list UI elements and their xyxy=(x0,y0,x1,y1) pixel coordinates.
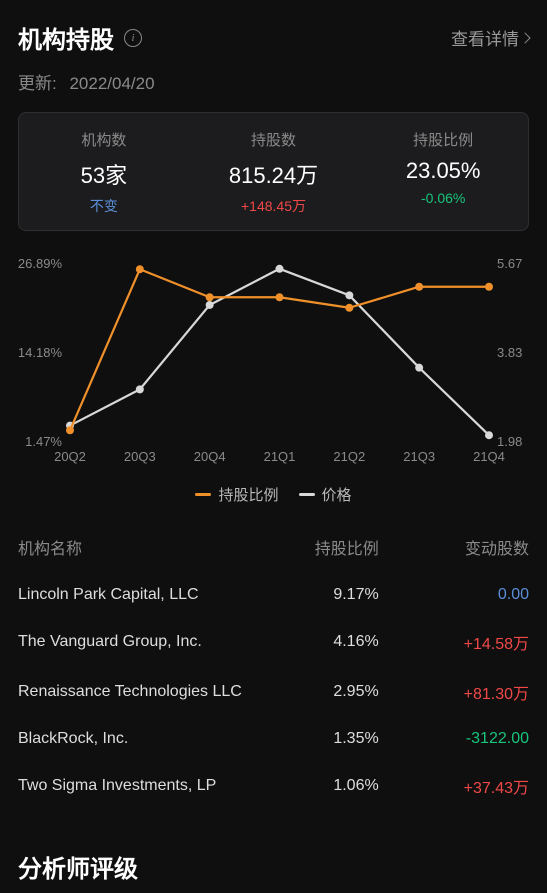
svg-text:21Q2: 21Q2 xyxy=(333,449,365,464)
chart-legend: 持股比例 价格 xyxy=(0,470,547,525)
update-label: 更新: xyxy=(18,74,57,93)
holdings-chart: 26.89% 14.18% 1.47% 5.67 3.83 1.98 20Q2 20Q3 20Q… xyxy=(18,255,529,465)
stat-value: 23.05% xyxy=(358,158,528,184)
table-row[interactable]: BlackRock, Inc.1.35%-3122.00 xyxy=(18,717,529,761)
legend-ratio-label: 持股比例 xyxy=(218,484,278,505)
cell-change: +14.58万 xyxy=(379,630,529,654)
stat-label: 持股比例 xyxy=(358,129,528,150)
legend-price: 价格 xyxy=(299,484,352,505)
cell-name: BlackRock, Inc. xyxy=(18,730,258,748)
svg-text:21Q1: 21Q1 xyxy=(264,449,296,464)
svg-text:20Q4: 20Q4 xyxy=(194,449,226,464)
svg-text:5.67: 5.67 xyxy=(497,256,522,271)
svg-text:21Q4: 21Q4 xyxy=(473,449,505,464)
section-title-wrap: 机构持股 i xyxy=(18,20,142,55)
holdings-table: 机构名称 持股比例 变动股数 Lincoln Park Capital, LLC… xyxy=(0,525,547,811)
legend-ratio: 持股比例 xyxy=(195,484,278,505)
page-title: 机构持股 xyxy=(18,20,114,55)
stat-label: 持股数 xyxy=(189,129,359,150)
cell-change: +37.43万 xyxy=(379,774,529,798)
table-row[interactable]: Lincoln Park Capital, LLC9.17%0.00 xyxy=(18,573,529,617)
svg-text:1.98: 1.98 xyxy=(497,434,522,449)
table-row[interactable]: Renaissance Technologies LLC2.95%+81.30万 xyxy=(18,667,529,717)
svg-text:21Q3: 21Q3 xyxy=(403,449,435,464)
cell-ratio: 9.17% xyxy=(258,586,378,604)
stats-card: 机构数 53家 不变 持股数 815.24万 +148.45万 持股比例 23.… xyxy=(18,112,529,231)
th-ratio: 持股比例 xyxy=(258,535,378,559)
svg-text:14.18%: 14.18% xyxy=(18,345,62,360)
stat-shares: 持股数 815.24万 +148.45万 xyxy=(189,129,359,216)
th-name: 机构名称 xyxy=(18,535,258,559)
info-icon[interactable]: i xyxy=(124,29,142,47)
svg-text:1.47%: 1.47% xyxy=(25,434,62,449)
chevron-right-icon xyxy=(519,32,530,43)
cell-change: +81.30万 xyxy=(379,680,529,704)
view-details-link[interactable]: 查看详情 xyxy=(451,25,529,50)
stat-change: 不变 xyxy=(19,196,189,216)
stat-value: 815.24万 xyxy=(189,158,359,190)
cell-name: Renaissance Technologies LLC xyxy=(18,683,258,701)
stat-change: +148.45万 xyxy=(189,196,359,216)
analyst-section: 分析师评级 xyxy=(0,811,547,884)
svg-text:3.83: 3.83 xyxy=(497,345,522,360)
th-change: 变动股数 xyxy=(379,535,529,559)
view-details-label: 查看详情 xyxy=(451,25,519,50)
table-row[interactable]: The Vanguard Group, Inc.4.16%+14.58万 xyxy=(18,617,529,667)
cell-ratio: 1.06% xyxy=(258,777,378,795)
cell-name: Lincoln Park Capital, LLC xyxy=(18,586,258,604)
legend-dash-icon xyxy=(299,493,315,496)
stat-label: 机构数 xyxy=(19,129,189,150)
stat-value: 53家 xyxy=(19,158,189,190)
chart-container: 26.89% 14.18% 1.47% 5.67 3.83 1.98 20Q2 20Q3 20Q… xyxy=(0,231,547,470)
svg-text:26.89%: 26.89% xyxy=(18,256,62,271)
cell-change: 0.00 xyxy=(379,586,529,604)
table-row[interactable]: Two Sigma Investments, LP1.06%+37.43万 xyxy=(18,761,529,811)
analyst-title: 分析师评级 xyxy=(18,849,529,884)
cell-ratio: 2.95% xyxy=(258,683,378,701)
cell-ratio: 4.16% xyxy=(258,633,378,651)
cell-change: -3122.00 xyxy=(379,730,529,748)
cell-ratio: 1.35% xyxy=(258,730,378,748)
stat-ratio: 持股比例 23.05% -0.06% xyxy=(358,129,528,216)
svg-text:20Q3: 20Q3 xyxy=(124,449,156,464)
update-row: 更新: 2022/04/20 xyxy=(0,63,547,112)
cell-name: Two Sigma Investments, LP xyxy=(18,777,258,795)
stat-institutions: 机构数 53家 不变 xyxy=(19,129,189,216)
stat-change: -0.06% xyxy=(358,190,528,206)
update-date: 2022/04/20 xyxy=(69,74,154,93)
legend-price-label: 价格 xyxy=(322,484,352,505)
table-header-row: 机构名称 持股比例 变动股数 xyxy=(18,525,529,573)
legend-dash-icon xyxy=(195,493,211,496)
institutional-header: 机构持股 i 查看详情 xyxy=(0,0,547,63)
svg-text:20Q2: 20Q2 xyxy=(54,449,86,464)
cell-name: The Vanguard Group, Inc. xyxy=(18,633,258,651)
